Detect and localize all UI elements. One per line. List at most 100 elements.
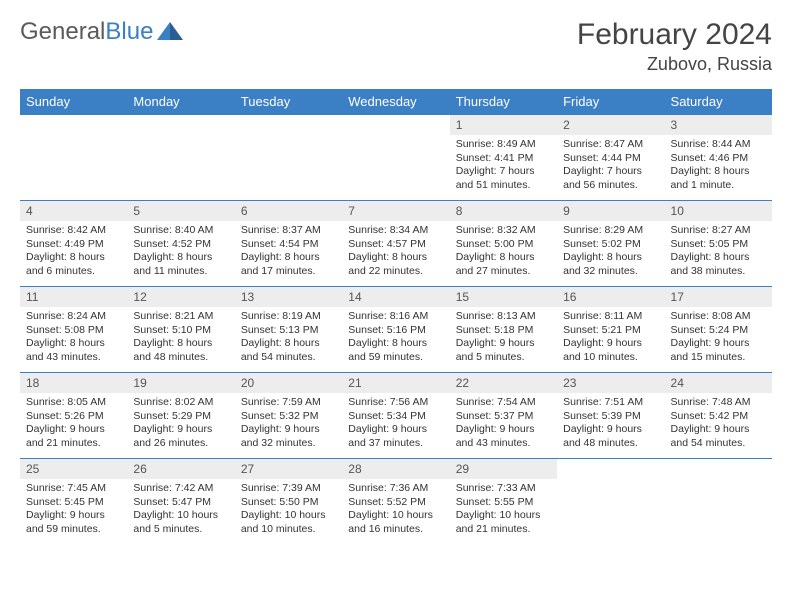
- day-number: 9: [557, 201, 664, 221]
- day-body: Sunrise: 7:48 AMSunset: 5:42 PMDaylight:…: [665, 393, 772, 455]
- sunset-line: Sunset: 5:50 PM: [241, 496, 336, 510]
- sunset-line: Sunset: 5:45 PM: [26, 496, 121, 510]
- sunrise-line: Sunrise: 8:19 AM: [241, 310, 336, 324]
- sunrise-line: Sunrise: 8:40 AM: [133, 224, 228, 238]
- logo-text: GeneralBlue: [20, 18, 153, 46]
- day-body: Sunrise: 8:32 AMSunset: 5:00 PMDaylight:…: [450, 221, 557, 283]
- day-body: Sunrise: 7:39 AMSunset: 5:50 PMDaylight:…: [235, 479, 342, 541]
- day-body: Sunrise: 8:02 AMSunset: 5:29 PMDaylight:…: [127, 393, 234, 455]
- sunrise-line: Sunrise: 8:44 AM: [671, 138, 766, 152]
- calendar-row: 18Sunrise: 8:05 AMSunset: 5:26 PMDayligh…: [20, 373, 772, 459]
- sunrise-line: Sunrise: 8:05 AM: [26, 396, 121, 410]
- day-body: Sunrise: 8:44 AMSunset: 4:46 PMDaylight:…: [665, 135, 772, 197]
- calendar-cell: [557, 459, 664, 545]
- day-number: 25: [20, 459, 127, 479]
- sunrise-line: Sunrise: 7:54 AM: [456, 396, 551, 410]
- daylight-line: Daylight: 8 hours: [456, 251, 551, 265]
- day-body: Sunrise: 7:33 AMSunset: 5:55 PMDaylight:…: [450, 479, 557, 541]
- day-number: 24: [665, 373, 772, 393]
- calendar-cell: 15Sunrise: 8:13 AMSunset: 5:18 PMDayligh…: [450, 287, 557, 373]
- calendar-cell: 16Sunrise: 8:11 AMSunset: 5:21 PMDayligh…: [557, 287, 664, 373]
- sunrise-line: Sunrise: 8:08 AM: [671, 310, 766, 324]
- calendar-cell: 12Sunrise: 8:21 AMSunset: 5:10 PMDayligh…: [127, 287, 234, 373]
- day-number: 1: [450, 115, 557, 135]
- day-number: 28: [342, 459, 449, 479]
- calendar-cell: 9Sunrise: 8:29 AMSunset: 5:02 PMDaylight…: [557, 201, 664, 287]
- sunset-line: Sunset: 4:57 PM: [348, 238, 443, 252]
- daylight-line: and 17 minutes.: [241, 265, 336, 279]
- sunrise-line: Sunrise: 7:39 AM: [241, 482, 336, 496]
- weekday-header: Sunday: [20, 89, 127, 115]
- daylight-line: and 21 minutes.: [456, 523, 551, 537]
- day-body: Sunrise: 7:54 AMSunset: 5:37 PMDaylight:…: [450, 393, 557, 455]
- weekday-header: Saturday: [665, 89, 772, 115]
- day-body: Sunrise: 8:47 AMSunset: 4:44 PMDaylight:…: [557, 135, 664, 197]
- daylight-line: Daylight: 8 hours: [671, 165, 766, 179]
- sunrise-line: Sunrise: 8:21 AM: [133, 310, 228, 324]
- calendar-cell: 10Sunrise: 8:27 AMSunset: 5:05 PMDayligh…: [665, 201, 772, 287]
- sunrise-line: Sunrise: 7:45 AM: [26, 482, 121, 496]
- day-body: Sunrise: 7:45 AMSunset: 5:45 PMDaylight:…: [20, 479, 127, 541]
- weekday-header: Wednesday: [342, 89, 449, 115]
- calendar-cell: [20, 115, 127, 201]
- daylight-line: Daylight: 9 hours: [241, 423, 336, 437]
- sunset-line: Sunset: 5:13 PM: [241, 324, 336, 338]
- daylight-line: and 59 minutes.: [348, 351, 443, 365]
- daylight-line: Daylight: 8 hours: [26, 337, 121, 351]
- calendar-cell: 27Sunrise: 7:39 AMSunset: 5:50 PMDayligh…: [235, 459, 342, 545]
- sunset-line: Sunset: 5:52 PM: [348, 496, 443, 510]
- weekday-header: Friday: [557, 89, 664, 115]
- daylight-line: and 10 minutes.: [563, 351, 658, 365]
- day-number: 19: [127, 373, 234, 393]
- day-number: 16: [557, 287, 664, 307]
- daylight-line: and 51 minutes.: [456, 179, 551, 193]
- sunrise-line: Sunrise: 7:48 AM: [671, 396, 766, 410]
- calendar-row: 11Sunrise: 8:24 AMSunset: 5:08 PMDayligh…: [20, 287, 772, 373]
- daylight-line: Daylight: 8 hours: [26, 251, 121, 265]
- month-title: February 2024: [577, 18, 772, 52]
- calendar-cell: 26Sunrise: 7:42 AMSunset: 5:47 PMDayligh…: [127, 459, 234, 545]
- daylight-line: Daylight: 10 hours: [348, 509, 443, 523]
- daylight-line: Daylight: 8 hours: [133, 251, 228, 265]
- calendar-cell: 25Sunrise: 7:45 AMSunset: 5:45 PMDayligh…: [20, 459, 127, 545]
- daylight-line: Daylight: 9 hours: [563, 337, 658, 351]
- day-number: 13: [235, 287, 342, 307]
- daylight-line: and 22 minutes.: [348, 265, 443, 279]
- calendar-cell: [235, 115, 342, 201]
- calendar-row: 4Sunrise: 8:42 AMSunset: 4:49 PMDaylight…: [20, 201, 772, 287]
- sunrise-line: Sunrise: 8:29 AM: [563, 224, 658, 238]
- day-body: Sunrise: 8:49 AMSunset: 4:41 PMDaylight:…: [450, 135, 557, 197]
- calendar-cell: 11Sunrise: 8:24 AMSunset: 5:08 PMDayligh…: [20, 287, 127, 373]
- calendar-cell: 1Sunrise: 8:49 AMSunset: 4:41 PMDaylight…: [450, 115, 557, 201]
- daylight-line: and 54 minutes.: [671, 437, 766, 451]
- day-number: 3: [665, 115, 772, 135]
- day-number: 23: [557, 373, 664, 393]
- day-body: Sunrise: 8:11 AMSunset: 5:21 PMDaylight:…: [557, 307, 664, 369]
- daylight-line: and 48 minutes.: [133, 351, 228, 365]
- calendar-cell: 28Sunrise: 7:36 AMSunset: 5:52 PMDayligh…: [342, 459, 449, 545]
- daylight-line: and 21 minutes.: [26, 437, 121, 451]
- day-body: Sunrise: 8:13 AMSunset: 5:18 PMDaylight:…: [450, 307, 557, 369]
- calendar-row: 1Sunrise: 8:49 AMSunset: 4:41 PMDaylight…: [20, 115, 772, 201]
- day-number: 2: [557, 115, 664, 135]
- daylight-line: and 6 minutes.: [26, 265, 121, 279]
- daylight-line: Daylight: 8 hours: [563, 251, 658, 265]
- day-number: 20: [235, 373, 342, 393]
- logo: GeneralBlue: [20, 18, 183, 46]
- day-body: Sunrise: 7:51 AMSunset: 5:39 PMDaylight:…: [557, 393, 664, 455]
- daylight-line: and 11 minutes.: [133, 265, 228, 279]
- daylight-line: and 15 minutes.: [671, 351, 766, 365]
- location: Zubovo, Russia: [577, 54, 772, 75]
- daylight-line: and 5 minutes.: [456, 351, 551, 365]
- sunrise-line: Sunrise: 8:11 AM: [563, 310, 658, 324]
- calendar-cell: 4Sunrise: 8:42 AMSunset: 4:49 PMDaylight…: [20, 201, 127, 287]
- day-body: Sunrise: 8:16 AMSunset: 5:16 PMDaylight:…: [342, 307, 449, 369]
- day-number: 12: [127, 287, 234, 307]
- day-body: Sunrise: 7:42 AMSunset: 5:47 PMDaylight:…: [127, 479, 234, 541]
- calendar-cell: 29Sunrise: 7:33 AMSunset: 5:55 PMDayligh…: [450, 459, 557, 545]
- daylight-line: Daylight: 9 hours: [348, 423, 443, 437]
- calendar-cell: 7Sunrise: 8:34 AMSunset: 4:57 PMDaylight…: [342, 201, 449, 287]
- daylight-line: and 43 minutes.: [456, 437, 551, 451]
- day-body: Sunrise: 8:27 AMSunset: 5:05 PMDaylight:…: [665, 221, 772, 283]
- daylight-line: and 1 minute.: [671, 179, 766, 193]
